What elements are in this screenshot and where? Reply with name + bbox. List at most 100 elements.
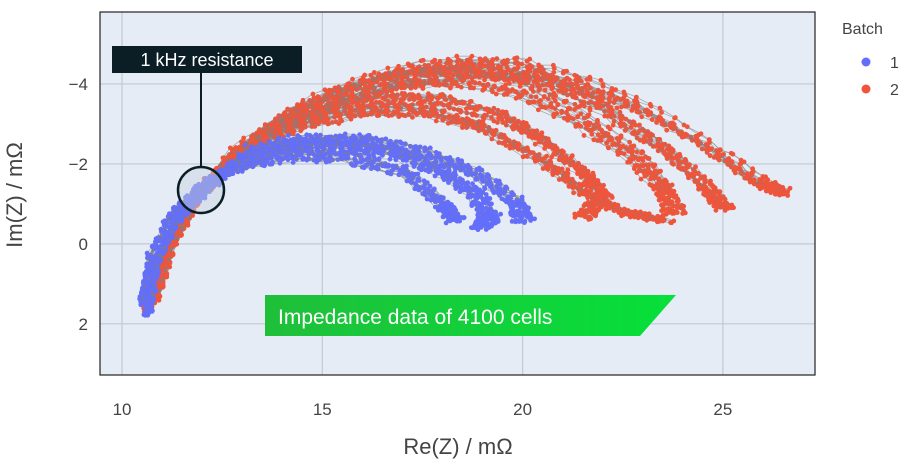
data-point-batch-2	[645, 133, 651, 139]
data-point-batch-2	[728, 150, 734, 156]
data-point-batch-2	[610, 142, 616, 147]
data-point-batch-2	[542, 71, 548, 77]
data-point-batch-2	[632, 122, 638, 128]
data-point-batch-2	[441, 108, 447, 114]
data-point-batch-2	[500, 120, 506, 125]
data-point-batch-2	[523, 120, 529, 126]
data-point-batch-2	[722, 196, 728, 202]
data-point-batch-2	[664, 146, 670, 152]
data-point-batch-2	[508, 142, 513, 147]
data-point-batch-2	[572, 163, 577, 169]
data-point-batch-2	[674, 205, 680, 211]
data-point-batch-2	[158, 284, 164, 289]
data-point-batch-2	[366, 84, 372, 90]
data-point-batch-2	[585, 113, 591, 118]
data-point-batch-2	[565, 167, 571, 173]
data-point-batch-2	[654, 191, 659, 197]
data-point-batch-2	[302, 124, 308, 130]
data-point-batch-2	[591, 173, 597, 179]
data-point-batch-2	[572, 95, 578, 101]
data-point-batch-2	[589, 131, 595, 137]
data-point-batch-2	[453, 81, 459, 86]
data-point-batch-2	[489, 71, 495, 77]
data-point-batch-2	[167, 252, 173, 258]
data-point-batch-2	[350, 76, 355, 82]
data-point-batch-2	[446, 114, 452, 120]
data-point-batch-2	[477, 80, 482, 86]
data-point-batch-2	[629, 150, 635, 156]
data-point-batch-2	[647, 101, 653, 107]
data-point-batch-2	[585, 120, 591, 125]
data-point-batch-2	[524, 154, 530, 159]
data-point-batch-1	[457, 189, 463, 195]
data-point-batch-2	[714, 204, 720, 210]
data-point-batch-2	[681, 203, 687, 209]
data-point-batch-2	[618, 123, 624, 129]
data-point-batch-2	[407, 106, 413, 112]
data-point-batch-2	[418, 58, 424, 64]
data-point-batch-2	[757, 177, 763, 183]
data-point-batch-2	[368, 101, 374, 107]
data-point-batch-2	[467, 80, 472, 86]
data-point-batch-2	[493, 91, 499, 97]
data-point-batch-1	[432, 173, 438, 179]
data-point-batch-2	[683, 165, 689, 171]
data-point-batch-2	[291, 111, 297, 117]
data-point-batch-2	[582, 84, 588, 90]
data-point-batch-2	[670, 147, 676, 153]
data-point-batch-2	[771, 188, 777, 193]
data-point-batch-2	[338, 116, 343, 122]
data-point-batch-2	[630, 156, 636, 162]
data-point-batch-2	[527, 149, 533, 155]
data-point-batch-2	[295, 102, 300, 108]
data-point-batch-2	[415, 95, 421, 101]
data-point-batch-2	[552, 111, 558, 117]
data-point-batch-2	[542, 87, 548, 93]
data-point-batch-2	[620, 143, 626, 149]
data-marks	[137, 53, 793, 318]
data-point-batch-2	[474, 107, 480, 112]
data-point-batch-2	[677, 165, 683, 171]
data-point-batch-2	[750, 166, 756, 172]
data-point-batch-2	[164, 273, 170, 279]
data-point-batch-2	[625, 159, 631, 165]
data-point-batch-2	[638, 176, 644, 182]
data-point-batch-2	[696, 183, 702, 189]
data-point-batch-2	[510, 126, 516, 132]
data-point-batch-2	[607, 126, 613, 132]
data-point-batch-2	[549, 105, 555, 110]
data-point-batch-2	[561, 149, 566, 155]
data-point-batch-2	[585, 195, 591, 201]
data-point-batch-2	[482, 112, 487, 118]
data-point-batch-2	[484, 106, 490, 112]
data-point-batch-2	[445, 73, 451, 79]
data-point-batch-2	[719, 203, 725, 209]
data-point-batch-2	[711, 185, 717, 191]
data-point-batch-2	[433, 118, 439, 124]
data-point-batch-2	[310, 91, 316, 97]
data-point-batch-2	[698, 131, 704, 137]
data-point-batch-2	[471, 65, 477, 70]
data-point-batch-2	[291, 128, 297, 134]
data-point-batch-2	[431, 110, 437, 116]
data-point-batch-2	[383, 108, 388, 113]
data-point-batch-2	[524, 90, 529, 96]
data-point-batch-2	[411, 93, 417, 98]
data-point-batch-2	[543, 139, 549, 145]
data-point-batch-2	[663, 153, 669, 159]
data-point-batch-2	[333, 112, 339, 117]
data-point-batch-2	[298, 119, 304, 125]
data-point-batch-2	[581, 173, 587, 179]
data-point-batch-2	[717, 189, 723, 194]
data-point-batch-1	[453, 186, 459, 192]
data-point-batch-2	[575, 82, 580, 88]
data-point-batch-2	[443, 97, 449, 103]
data-point-batch-2	[472, 112, 478, 117]
data-point-batch-2	[671, 155, 677, 161]
data-point-batch-2	[677, 153, 683, 159]
data-point-batch-2	[595, 178, 601, 183]
data-point-batch-2	[394, 109, 400, 115]
data-point-batch-2	[519, 79, 524, 85]
data-point-batch-2	[586, 206, 592, 212]
data-point-batch-2	[460, 121, 466, 127]
